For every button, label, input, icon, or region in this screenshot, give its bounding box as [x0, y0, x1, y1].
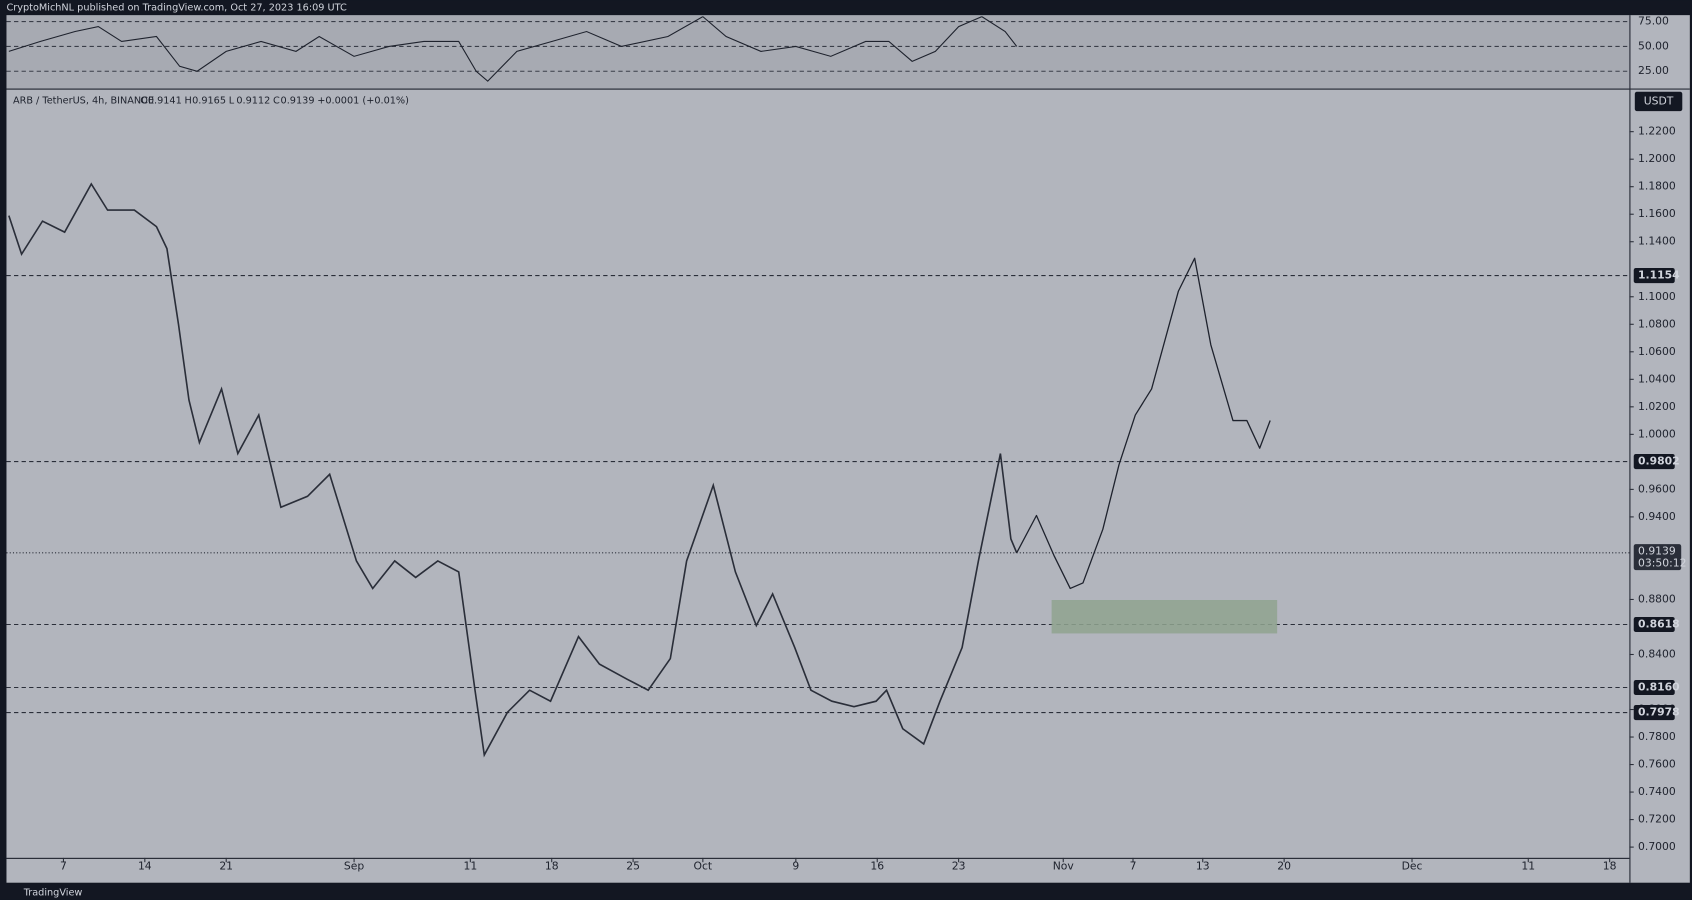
x-tick-label: 21: [219, 860, 233, 873]
level-label: 0.9802: [1638, 455, 1680, 468]
last-price-badge: [1633, 544, 1682, 571]
level-badge: [1633, 679, 1675, 696]
legend-value: 0.9112: [236, 95, 270, 106]
x-tick-label: 14: [138, 860, 152, 873]
level-label: 1.1154: [1638, 269, 1680, 282]
x-tick-label: 16: [870, 860, 884, 873]
level-badge: [1633, 454, 1675, 470]
y-tick-label: 0.8800: [1638, 592, 1676, 605]
price-pane: [6, 89, 1630, 858]
legend-key: H: [185, 95, 192, 106]
target-zone: [1051, 600, 1278, 634]
x-tick-label: 25: [626, 860, 640, 873]
legend-value: 0.9165: [192, 95, 226, 106]
legend-key: O: [140, 95, 148, 106]
x-tick-label: 11: [463, 860, 477, 873]
y-tick-label: 0.7000: [1638, 840, 1676, 853]
legend-value: 0.9139: [281, 95, 315, 106]
legend-title: ARB / TetherUS, 4h, BINANCE: [13, 95, 154, 106]
y-tick-label: 0.7800: [1638, 730, 1676, 743]
y-tick-label: 1.2000: [1638, 152, 1676, 165]
last-price-label: 0.9139: [1638, 545, 1676, 558]
y-tick-label: 1.1400: [1638, 235, 1676, 248]
header: CryptoMichNL published on TradingView.co…: [6, 3, 347, 14]
rsi-pane: [6, 15, 1630, 89]
legend-key: L: [229, 95, 235, 106]
level-badge: [1633, 616, 1675, 633]
price-line: [8, 182, 1018, 758]
legend-value: 0.9141: [148, 95, 182, 106]
x-tick-label: 11: [1521, 860, 1535, 873]
y-tick-label: 1.1600: [1638, 207, 1676, 220]
y-tick-label: 1.0800: [1638, 317, 1676, 330]
y-tick-label: 1.2200: [1638, 125, 1676, 138]
legend-change: +0.0001 (+0.01%): [317, 95, 409, 106]
currency-badge[interactable]: [1634, 91, 1683, 112]
level-label: 0.7978: [1638, 706, 1680, 719]
rsi-tick-label: 25.00: [1638, 64, 1669, 77]
rsi-tick-label: 75.00: [1638, 15, 1669, 28]
x-tick-label: 20: [1277, 860, 1291, 873]
y-tick-label: 1.1000: [1638, 290, 1676, 303]
y-tick-label: 0.9600: [1638, 482, 1676, 495]
currency: USDT: [1644, 94, 1674, 107]
y-tick-label: 1.0400: [1638, 372, 1676, 385]
y-tick-label: 0.7400: [1638, 785, 1676, 798]
x-tick-label: Oct: [694, 860, 713, 873]
y-tick-label: 1.1800: [1638, 180, 1676, 193]
x-tick-label: Nov: [1053, 860, 1075, 873]
y-tick-label: 1.0200: [1638, 400, 1676, 413]
x-tick-label: Sep: [344, 860, 364, 873]
level-badge: [1633, 268, 1675, 284]
x-tick-label: 18: [1603, 860, 1617, 873]
level-label: 0.8618: [1638, 617, 1680, 630]
x-tick-label: Dec: [1402, 860, 1423, 873]
x-tick-label: 23: [952, 860, 966, 873]
countdown: 03:50:12: [1638, 557, 1686, 570]
y-tick-label: 0.7600: [1638, 758, 1676, 771]
y-tick-label: 1.0600: [1638, 345, 1676, 358]
y-tick-label: 1.0000: [1638, 427, 1676, 440]
footer: TradingView: [23, 887, 83, 898]
rsi-tick-label: 50.00: [1638, 39, 1669, 52]
time-axis: [6, 857, 1630, 883]
x-tick-label: 7: [1130, 860, 1137, 873]
x-tick-label: 13: [1196, 860, 1210, 873]
x-tick-label: 18: [545, 860, 559, 873]
rsi-line: [8, 16, 1018, 82]
y-tick-label: 0.7200: [1638, 813, 1676, 826]
projection-line: [1016, 257, 1271, 590]
y-tick-label: 0.9400: [1638, 510, 1676, 523]
legend-key: C: [273, 95, 280, 106]
level-badge: [1633, 704, 1675, 721]
x-tick-label: 9: [792, 860, 799, 873]
price-axis: [1629, 15, 1690, 883]
x-tick-label: 7: [60, 860, 67, 873]
y-tick-label: 0.8400: [1638, 647, 1676, 660]
level-label: 0.8160: [1638, 681, 1680, 694]
